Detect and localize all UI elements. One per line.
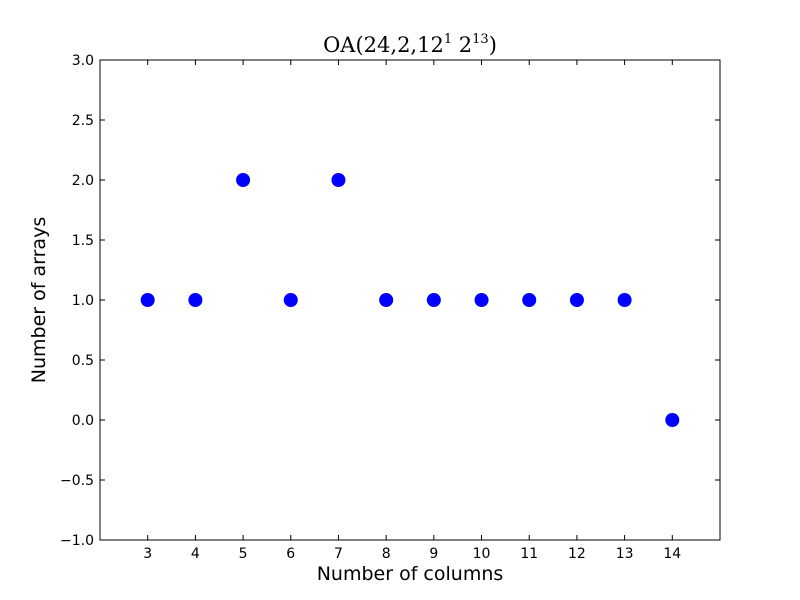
x-tick-label: 12 xyxy=(568,546,586,562)
title-suffix: ) xyxy=(489,33,497,57)
data-point xyxy=(140,293,155,307)
data-point xyxy=(665,413,680,427)
data-point xyxy=(188,293,203,307)
title-middle: 2 xyxy=(452,33,472,57)
y-tick-label: 2.0 xyxy=(72,173,94,189)
x-tick-label: 7 xyxy=(334,546,343,562)
points-layer xyxy=(140,173,680,427)
x-tick-label: 9 xyxy=(429,546,438,562)
title-sup1: 1 xyxy=(444,32,452,47)
data-point xyxy=(236,173,251,187)
chart-title: OA(24,2,121 213) xyxy=(323,32,497,57)
data-point xyxy=(379,293,394,307)
x-tick-label: 13 xyxy=(616,546,634,562)
y-tick-label: 0.5 xyxy=(72,353,94,369)
x-tick-label: 11 xyxy=(520,546,538,562)
x-tick-label: 3 xyxy=(143,546,152,562)
x-axis-label: Number of columns xyxy=(317,563,504,585)
x-tick-label: 5 xyxy=(239,546,248,562)
x-tick-label: 10 xyxy=(473,546,491,562)
data-point xyxy=(617,293,632,307)
y-tick-label: −0.5 xyxy=(60,473,94,489)
title-prefix: OA(24,2,12 xyxy=(323,33,444,57)
data-point xyxy=(474,293,489,307)
data-point xyxy=(522,293,537,307)
x-tick-label: 4 xyxy=(191,546,200,562)
data-point xyxy=(331,173,346,187)
ticks-layer: 3 4 5 6 7 8 9 10 11 12 13 14 −1.0 −0.5 0.0 0.5 1.0 1.5 2.0… xyxy=(60,53,720,562)
title-sup2: 13 xyxy=(472,32,489,47)
y-tick-label: 1.0 xyxy=(72,293,94,309)
y-axis-label: Number of arrays xyxy=(28,217,50,383)
data-point xyxy=(283,293,298,307)
plot-frame xyxy=(99,59,721,541)
x-tick-label: 8 xyxy=(382,546,391,562)
data-point xyxy=(426,293,441,307)
y-tick-label: −1.0 xyxy=(60,533,94,549)
data-point xyxy=(569,293,584,307)
y-tick-label: 3.0 xyxy=(72,53,94,69)
x-tick-label: 14 xyxy=(663,546,681,562)
y-tick-label: 1.5 xyxy=(72,233,94,249)
y-tick-label: 0.0 xyxy=(72,413,94,429)
x-tick-label: 6 xyxy=(286,546,295,562)
y-tick-label: 2.5 xyxy=(72,113,94,129)
